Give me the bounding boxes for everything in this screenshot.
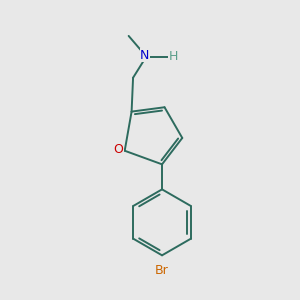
Text: Br: Br bbox=[155, 264, 169, 277]
Text: O: O bbox=[113, 143, 123, 156]
Text: H: H bbox=[169, 50, 178, 63]
Text: N: N bbox=[140, 49, 149, 62]
